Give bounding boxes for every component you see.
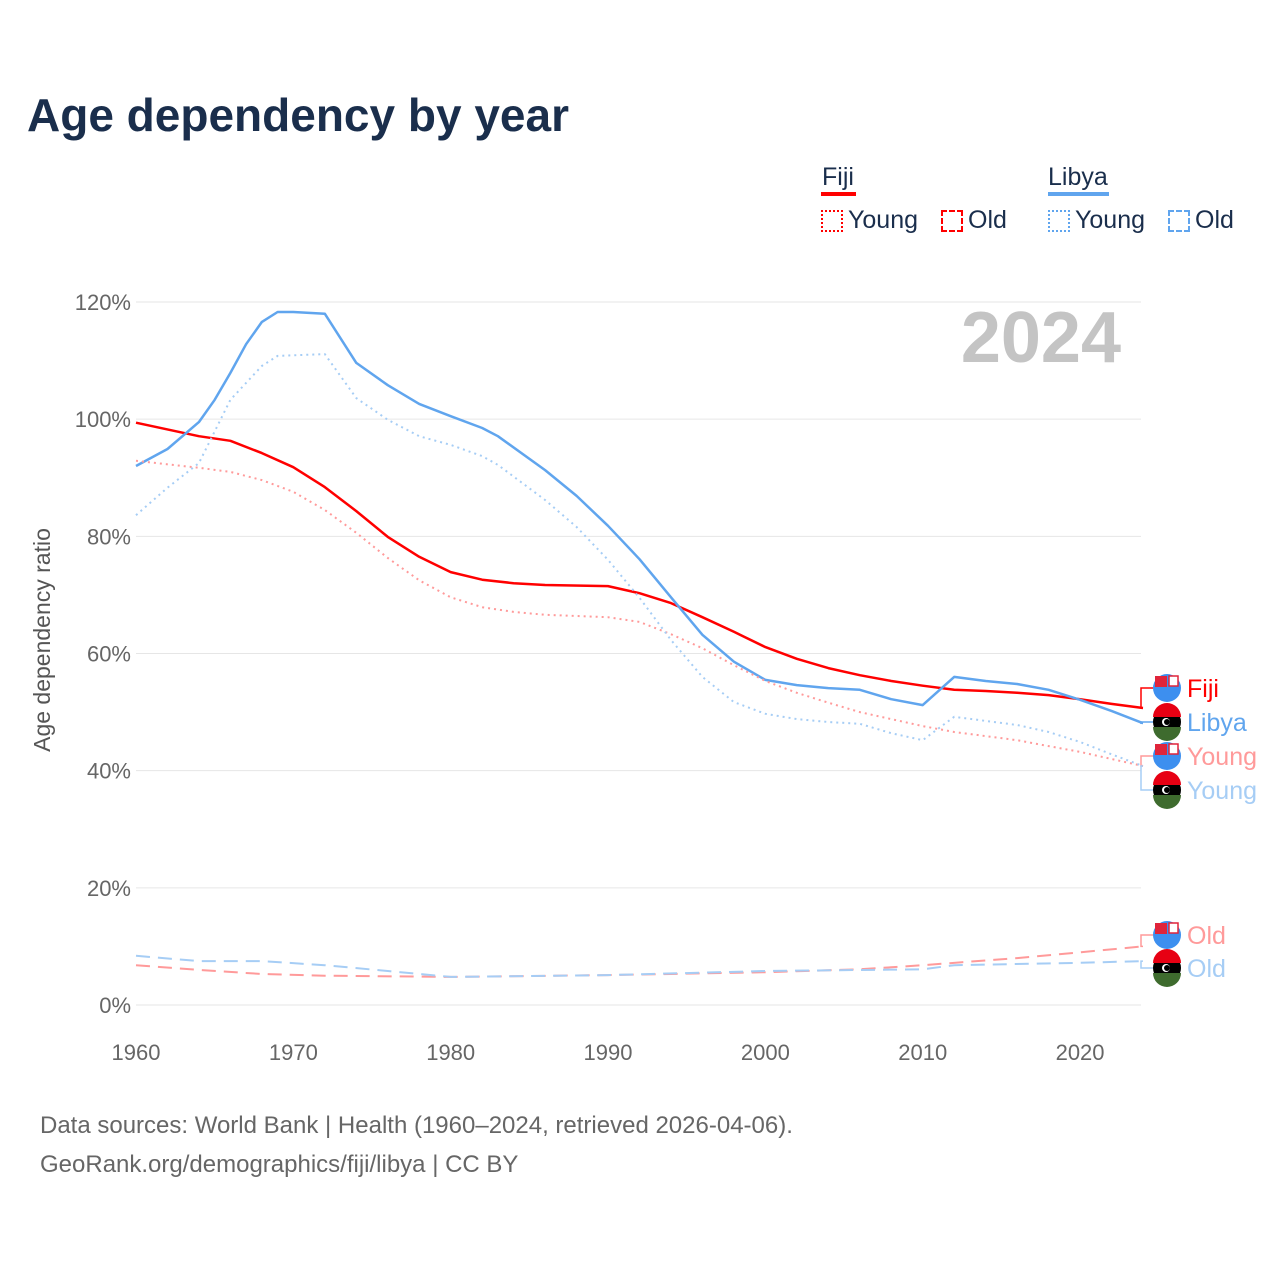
fiji-flag-canton — [1155, 744, 1167, 755]
source-note: Data sources: World Bank | Health (1960–… — [40, 1112, 793, 1139]
series-line-libya-old — [135, 954, 1144, 978]
y-tick-label: 0% — [99, 993, 131, 1018]
dashed-swatch-icon — [1168, 209, 1190, 232]
y-tick-label: 60% — [87, 642, 131, 667]
x-tick-label: 2010 — [898, 1040, 947, 1065]
label-connector — [1140, 765, 1153, 791]
legend-fiji-heading[interactable]: Fiji — [822, 163, 854, 191]
legend-label: Young — [1075, 206, 1145, 234]
libya-flag-green — [1153, 795, 1181, 809]
y-tick-label: 80% — [87, 524, 131, 549]
label-connector — [1140, 755, 1153, 767]
series-line-fiji — [135, 421, 1144, 710]
y-tick-label: 120% — [75, 290, 131, 315]
footer: Data sources: World Bank | Health (1960–… — [40, 1106, 793, 1184]
label-connector — [1140, 687, 1153, 709]
legend-label: Old — [968, 206, 1007, 234]
end-label: Old — [1187, 955, 1226, 983]
label-connector — [1140, 934, 1153, 948]
x-tick-label: 1970 — [269, 1040, 318, 1065]
end-label: Young — [1187, 777, 1257, 805]
dotted-swatch-icon — [1048, 209, 1070, 232]
legend-fiji-young[interactable]: Young — [821, 206, 918, 235]
legend-libya-young[interactable]: Young — [1048, 206, 1145, 235]
legend-label: Young — [848, 206, 918, 234]
label-connector — [1140, 960, 1153, 969]
legend-libya-heading[interactable]: Libya — [1048, 163, 1108, 191]
end-label: Fiji — [1187, 675, 1219, 703]
x-tick-label: 1980 — [426, 1040, 475, 1065]
dotted-swatch-icon — [821, 209, 843, 232]
libya-flag-green — [1153, 727, 1181, 741]
x-tick-label: 2020 — [1056, 1040, 1105, 1065]
fiji-flag-canton — [1155, 923, 1167, 934]
series-line-fiji-old — [135, 945, 1144, 978]
legend-fiji-old[interactable]: Old — [941, 206, 1007, 235]
fiji-flag-shield — [1168, 675, 1179, 687]
x-tick-label: 1990 — [584, 1040, 633, 1065]
end-label: Old — [1187, 922, 1226, 950]
year-watermark: 2024 — [961, 298, 1121, 378]
legend-libya-old[interactable]: Old — [1168, 206, 1234, 235]
attribution[interactable]: GeoRank.org/demographics/fiji/libya | CC… — [40, 1151, 519, 1178]
label-connector — [1140, 721, 1153, 724]
y-tick-label: 100% — [75, 407, 131, 432]
series-line-fiji-young — [135, 459, 1144, 767]
fiji-flag-canton — [1155, 676, 1167, 687]
libya-flag-green — [1153, 973, 1181, 987]
chart-title: Age dependency by year — [27, 89, 569, 141]
libya-flag-red — [1153, 949, 1181, 963]
end-label: Libya — [1187, 709, 1247, 737]
legend-libya-swatch — [1048, 192, 1109, 196]
x-tick-label: 2000 — [741, 1040, 790, 1065]
legend-label: Old — [1195, 206, 1234, 234]
legend-fiji-swatch — [821, 192, 856, 196]
fiji-flag-shield — [1168, 743, 1179, 755]
crescent-cut — [1164, 965, 1170, 971]
dashed-swatch-icon — [941, 209, 963, 232]
y-tick-label: 20% — [87, 876, 131, 901]
y-axis-label: Age dependency ratio — [29, 528, 55, 752]
x-tick-label: 1960 — [112, 1040, 161, 1065]
crescent-cut — [1164, 719, 1170, 725]
fiji-flag-shield — [1168, 922, 1179, 934]
crescent-cut — [1164, 787, 1170, 793]
y-tick-label: 40% — [87, 759, 131, 784]
libya-flag-red — [1153, 771, 1181, 785]
libya-flag-red — [1153, 703, 1181, 717]
series-line-libya — [135, 310, 1144, 725]
end-label: Young — [1187, 743, 1257, 771]
